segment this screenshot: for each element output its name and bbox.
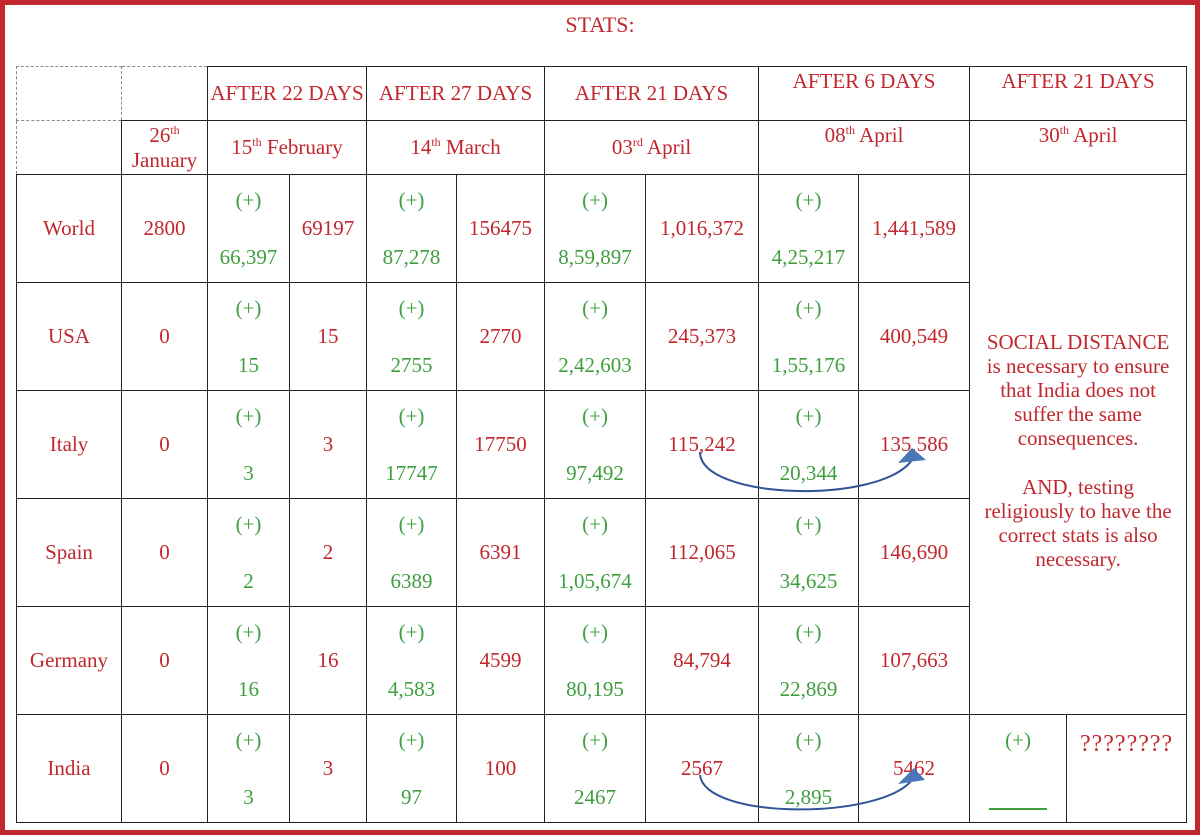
increase-cell: (+) 66,397: [207, 174, 290, 283]
increase-cell: (+) 17747: [366, 390, 458, 499]
table-row: World 2800 (+) 66,397 69197 (+) 87,278 156…: [16, 174, 1188, 715]
note-line: that India does not: [1000, 378, 1156, 403]
table-row: India 0 (+) 3 3 (+) 97 100 (+) 2467 2567 (+…: [16, 714, 1188, 823]
increase-cell: (+) 4,583: [366, 606, 458, 715]
corner-cell: [16, 120, 122, 175]
country-name: World: [16, 174, 122, 283]
increase-cell: (+) 3: [207, 390, 290, 499]
period-label: AFTER 21 DAYS: [544, 66, 760, 121]
start-count: 0: [121, 498, 208, 607]
note-line: necessary.: [1035, 547, 1121, 572]
table-row: Spain 0 (+) 2 2 (+) 6389 6391 (+) 1,05,674 …: [16, 498, 1187, 607]
total-cell: 1,016,372: [645, 174, 760, 283]
increase-cell: (+) 15: [207, 282, 290, 391]
total-cell: 146,690: [858, 498, 971, 607]
header-row-dates: 26th January 15th February 14th March 03r…: [16, 120, 1188, 175]
increase-cell: (+) 97: [366, 714, 458, 823]
increase-cell: (+) 4,25,217: [758, 174, 860, 283]
increase-cell: (+) 34,625: [758, 498, 860, 607]
period-label: AFTER 6 DAYS: [758, 66, 971, 121]
note-line: consequences.: [1017, 426, 1139, 451]
total-cell: 1,441,589: [858, 174, 971, 283]
increase-cell: (+) 2: [207, 498, 290, 607]
future-increase-cell: (+): [969, 714, 1068, 823]
future-total-cell: ????????: [1066, 714, 1188, 823]
page-title: STATS:: [565, 12, 635, 37]
period-label: AFTER 22 DAYS: [206, 66, 368, 121]
period-date: 03rd April: [544, 120, 760, 175]
note-line: religiously to have the: [984, 498, 1172, 523]
total-cell: 16: [288, 606, 368, 715]
corner-cell: [16, 66, 122, 121]
total-cell: 4599: [456, 606, 546, 715]
period-label: AFTER 21 DAYS: [969, 66, 1188, 121]
increase-cell: (+) 3: [207, 714, 290, 823]
start-date: 26th January: [121, 120, 208, 175]
period-date: 14th March: [366, 120, 546, 175]
country-name: Italy: [16, 390, 122, 499]
header-row-periods: AFTER 22 DAYS AFTER 27 DAYS AFTER 21 DAY…: [16, 66, 1188, 121]
total-cell: 2567: [645, 714, 760, 823]
increase-cell: (+) 80,195: [544, 606, 647, 715]
total-cell: 156475: [456, 174, 546, 283]
increase-cell: (+) 1,55,176: [758, 282, 860, 391]
start-label-cell: [121, 66, 208, 121]
country-name: India: [16, 714, 122, 823]
start-count: 0: [121, 714, 208, 823]
note-line: SOCIAL DISTANCE: [986, 329, 1170, 354]
increase-cell: (+) 22,869: [758, 606, 860, 715]
table-row: Germany 0 (+) 16 16 (+) 4,583 4599 (+) 80,1…: [16, 606, 1187, 715]
total-cell: 17750: [456, 390, 546, 499]
blank-line: [989, 796, 1048, 810]
period-date: 30th April: [969, 120, 1188, 175]
table-row: USA 0 (+) 15 15 (+) 2755 2770 (+) 2,42,603 …: [16, 282, 1187, 391]
increase-cell: (+) 8,59,897: [544, 174, 647, 283]
total-cell: 5462: [858, 714, 971, 823]
start-count: 0: [121, 606, 208, 715]
increase-cell: (+) 2467: [544, 714, 647, 823]
increase-cell: (+) 2755: [366, 282, 458, 391]
note-line: suffer the same: [1014, 402, 1143, 427]
note-line: correct stats is also: [998, 522, 1158, 547]
start-count: 0: [121, 390, 208, 499]
total-cell: 6391: [456, 498, 546, 607]
increase-cell: (+) 87,278: [366, 174, 458, 283]
period-label: AFTER 27 DAYS: [366, 66, 546, 121]
increase-cell: (+) 2,895: [758, 714, 860, 823]
total-cell: 107,663: [858, 606, 971, 715]
total-cell: 3: [288, 390, 368, 499]
increase-cell: (+) 1,05,674: [544, 498, 647, 607]
note-line: AND, testing: [1022, 474, 1135, 499]
total-cell: 112,065: [645, 498, 760, 607]
period-date: 15th February: [206, 120, 368, 175]
stats-table: AFTER 22 DAYS AFTER 27 DAYS AFTER 21 DAY…: [16, 66, 1188, 823]
total-cell: 400,549: [858, 282, 971, 391]
total-cell: 69197: [288, 174, 368, 283]
total-cell: 245,373: [645, 282, 760, 391]
note-cell: SOCIAL DISTANCE is necessary to ensure t…: [969, 174, 1188, 715]
increase-cell: (+) 97,492: [544, 390, 647, 499]
increase-cell: (+) 2,42,603: [544, 282, 647, 391]
country-name: USA: [16, 282, 122, 391]
increase-cell: (+) 20,344: [758, 390, 860, 499]
total-cell: 135,586: [858, 390, 971, 499]
total-cell: 2: [288, 498, 368, 607]
increase-cell: (+) 6389: [366, 498, 458, 607]
total-cell: 100: [456, 714, 546, 823]
start-count: 2800: [121, 174, 208, 283]
total-cell: 84,794: [645, 606, 760, 715]
country-name: Spain: [16, 498, 122, 607]
total-cell: 15: [288, 282, 368, 391]
total-cell: 115,242: [645, 390, 760, 499]
start-count: 0: [121, 282, 208, 391]
period-date: 08th April: [758, 120, 971, 175]
note-line: is necessary to ensure: [986, 353, 1170, 378]
increase-cell: (+) 16: [207, 606, 290, 715]
total-cell: 3: [288, 714, 368, 823]
note-spacer: [971, 451, 1186, 475]
total-cell: 2770: [456, 282, 546, 391]
country-name: Germany: [16, 606, 122, 715]
